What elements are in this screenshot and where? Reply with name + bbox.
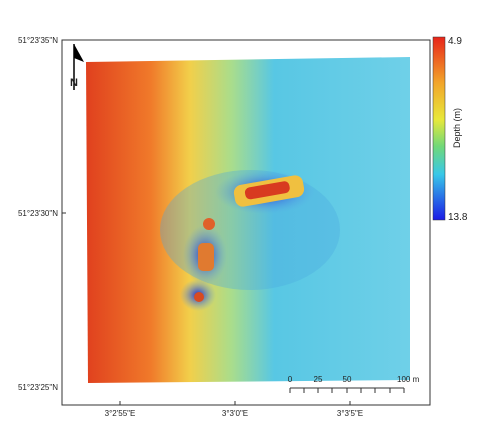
scale-bar [289, 387, 405, 393]
colorbar-top: 4.9 [448, 36, 462, 47]
lat-label: 51°23'25"N [18, 383, 58, 392]
wreck [203, 218, 215, 230]
wreck [194, 292, 204, 302]
lon-label: 3°3'0"E [222, 409, 248, 418]
lon-label: 3°2'55"E [105, 409, 136, 418]
lat-label: 51°23'35"N [18, 36, 58, 45]
scale-label: 50 [343, 375, 352, 384]
lon-label: 3°3'5"E [337, 409, 363, 418]
bathymetry-surface [86, 57, 410, 383]
wreck [198, 243, 214, 271]
scale-label: 100 m [397, 375, 420, 384]
scale-label: 25 [314, 375, 323, 384]
wreck [244, 181, 290, 200]
map-frame [61, 39, 431, 406]
north-arrow [74, 44, 84, 62]
colorbar-bottom: 13.8 [448, 212, 468, 223]
scale-label: 0 [288, 375, 293, 384]
colorbar [432, 36, 446, 221]
colorbar-title: Depth (m) [452, 108, 462, 148]
north-label: N [70, 77, 78, 89]
lat-label: 51°23'30"N [18, 209, 58, 218]
